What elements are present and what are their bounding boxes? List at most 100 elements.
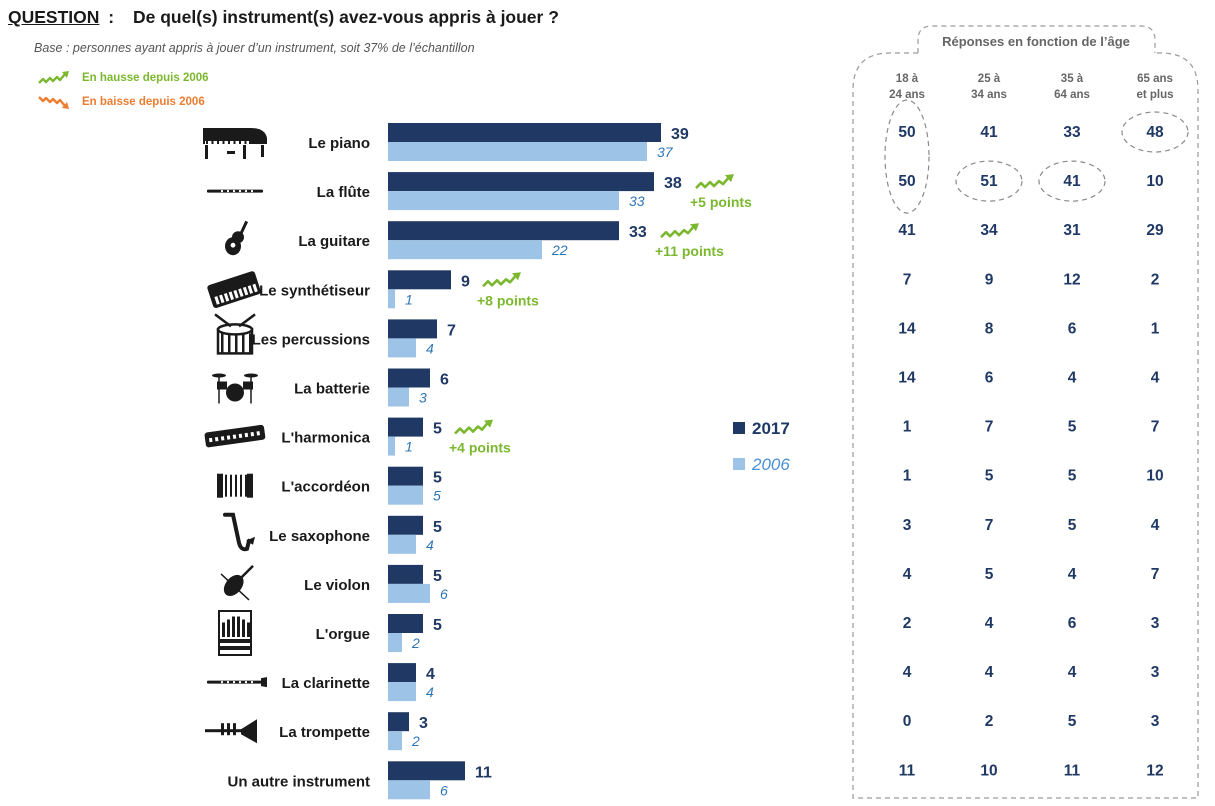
age-cell-l-accordeon-3: 10 [1146,468,1163,485]
value-2006-la-guitare: 22 [551,242,568,258]
accordion-icon [217,473,253,498]
age-cell-le-violon-3: 7 [1151,566,1160,583]
legend-trend-down-label: En baisse depuis 2006 [82,96,205,108]
age-cell-l-harmonica-3: 7 [1151,419,1160,436]
age-header-2-line2: 64 ans [1054,89,1090,101]
value-2017-le-violon: 5 [433,568,442,585]
value-2006-le-saxophone: 4 [426,537,434,553]
age-cell-la-clarinette-3: 3 [1151,664,1160,681]
age-cell-le-violon-2: 4 [1068,566,1077,583]
value-2017-la-batterie: 6 [440,372,449,389]
panel-title: Réponses en fonction de l’âge [942,34,1130,49]
bar-2017-le-synthetiseur [388,270,451,290]
trend-annotation-la-flute: +5 points [690,194,752,210]
organ-icon [218,610,252,656]
age-cell-l-orgue-2: 6 [1068,615,1077,632]
category-labels: Le piano La flûte La guitare Le synthétiseu… [227,135,370,790]
age-cell-l-orgue-1: 4 [985,615,994,632]
age-cell-la-clarinette-0: 4 [903,664,912,681]
trend-up-arrow-icon [38,71,69,84]
age-cell-le-piano-2: 33 [1063,124,1081,141]
highlight-ellipse [1038,160,1106,202]
age-cell-la-trompette-2: 5 [1068,713,1077,730]
age-cell-l-accordeon-0: 1 [903,468,912,485]
trend-annotation-la-guitare: +11 points [655,243,724,259]
value-2006-le-synthetiseur: 1 [405,291,413,307]
instrument-icons [203,128,267,744]
question-text: De quel(s) instrument(s) avez-vous appri… [132,7,559,27]
category-label-le-synthetiseur: Le synthétiseur [259,282,370,299]
trend-up-arrow-icon [454,419,493,435]
age-cell-l-harmonica-1: 7 [985,419,994,436]
age-cell-un-autre-instrument-1: 10 [980,762,997,779]
value-2006-l-harmonica: 1 [405,439,413,455]
age-cell-le-violon-0: 4 [903,566,912,583]
age-cell-le-saxophone-0: 3 [903,517,912,534]
legend-trend-up: En hausse depuis 2006 [38,70,209,86]
bar-2017-la-batterie [388,368,430,388]
question-heading: QUESTION : De quel(s) instrument(s) avez… [8,7,559,28]
bar-2017-le-violon [388,564,423,584]
age-cell-les-percussions-1: 8 [985,320,994,337]
drum-kit-icon [212,373,258,404]
bar-2006-le-synthetiseur [388,289,395,309]
bar-2017-le-saxophone [388,515,423,535]
category-label-l-orgue: L'orgue [316,626,370,643]
question-separator: : [108,7,115,27]
bar-2017-l-harmonica [388,417,423,437]
age-cell-la-guitare-0: 41 [898,222,916,239]
bar-2017-la-clarinette [388,663,416,683]
highlight-ellipse [1121,111,1189,153]
base-note: Base : personnes ayant appris à jouer d’… [34,41,475,55]
legend-label-2006: 2006 [751,455,790,474]
trend-annotations: +5 points +11 points +8 points +4 points [449,174,752,456]
category-label-la-guitare: La guitare [298,233,370,250]
value-2006-la-clarinette: 4 [426,684,434,700]
age-cell-la-guitare-1: 34 [980,222,998,239]
value-2017-le-piano: 39 [671,126,689,143]
trend-annotation-l-harmonica: +4 points [449,440,511,456]
age-cell-le-piano-3: 48 [1146,124,1164,141]
age-cell-la-flute-1: 51 [980,173,998,190]
category-label-les-percussions: Les percussions [252,331,370,348]
value-2017-l-harmonica: 5 [433,421,442,438]
bar-2017-le-piano [388,123,661,142]
age-cell-la-batterie-1: 6 [985,370,994,387]
age-header-3-line1: 65 ans [1137,73,1173,85]
synthesizer-icon [207,271,261,308]
value-2006-la-batterie: 3 [419,390,427,406]
age-cell-la-clarinette-1: 4 [985,664,994,681]
trend-annotation-le-synthetiseur: +8 points [477,292,539,308]
drum-icon [214,313,256,355]
age-cell-les-percussions-2: 6 [1068,320,1077,337]
legend-item-2006: 2006 [733,455,790,474]
age-cell-le-saxophone-3: 4 [1151,517,1160,534]
value-2017-le-saxophone: 5 [433,519,442,536]
value-2006-les-percussions: 4 [426,340,434,356]
age-header-1-line1: 25 à [978,73,1001,85]
panel-title-frame [917,25,1156,53]
age-cell-la-trompette-3: 3 [1151,713,1160,730]
value-2017-la-trompette: 3 [419,715,428,732]
highlight-ellipse [884,99,930,214]
age-cell-la-batterie-2: 4 [1068,370,1077,387]
bar-2017-l-orgue [388,614,423,633]
value-2006-la-trompette: 2 [411,733,420,749]
age-cell-la-batterie-0: 14 [898,370,916,387]
legend-trend-up-label: En hausse depuis 2006 [82,72,209,84]
series-legend: 2017 2006 [733,419,790,474]
bar-2006-la-flute [388,191,619,211]
bar-2006-la-guitare [388,240,542,260]
question-label: QUESTION [8,7,100,27]
category-label-le-piano: Le piano [308,135,370,152]
age-cell-la-trompette-1: 2 [985,713,994,730]
age-cell-les-percussions-3: 1 [1151,320,1160,337]
age-cell-le-violon-1: 5 [985,566,994,583]
age-cell-un-autre-instrument-0: 11 [899,762,916,779]
age-cell-la-flute-2: 41 [1063,173,1081,190]
category-label-la-clarinette: La clarinette [282,675,370,692]
piano-icon [203,128,267,159]
legend-label-2017: 2017 [752,419,790,438]
bar-2006-la-batterie [388,387,409,407]
